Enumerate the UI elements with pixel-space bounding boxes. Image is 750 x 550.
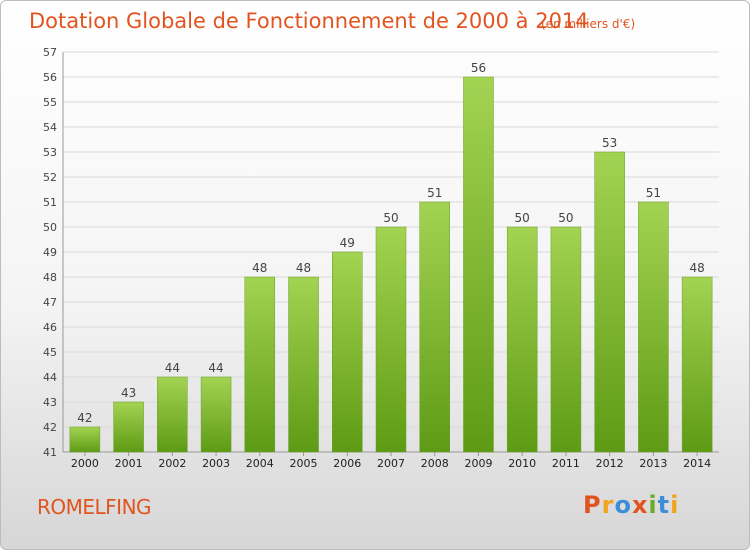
x-tick-label: 2014 xyxy=(683,457,711,470)
y-tick-label: 56 xyxy=(43,71,57,84)
x-tick-label: 2008 xyxy=(421,457,449,470)
bar xyxy=(200,376,232,453)
logo-letter: i xyxy=(648,491,658,519)
chart-unit-label: (en milliers d'€) xyxy=(541,17,636,31)
x-tick-label: 2011 xyxy=(552,457,580,470)
x-tick-label: 2009 xyxy=(464,457,492,470)
bar xyxy=(419,201,450,453)
x-tick-label: 2010 xyxy=(508,457,536,470)
bar xyxy=(681,276,713,453)
y-tick-label: 55 xyxy=(43,96,57,109)
bar xyxy=(288,276,319,453)
x-tick-label: 2005 xyxy=(290,457,318,470)
bar-value-label: 48 xyxy=(689,261,704,275)
y-tick-label: 43 xyxy=(43,396,57,409)
bar-value-label: 51 xyxy=(646,186,661,200)
y-tick-label: 52 xyxy=(43,171,57,184)
chart-title: Dotation Globale de Fonctionnement de 20… xyxy=(29,9,589,33)
bar xyxy=(375,226,407,453)
y-tick-label: 54 xyxy=(43,121,57,134)
logo-letter: t xyxy=(657,491,671,519)
bar xyxy=(594,151,625,453)
bar xyxy=(157,376,188,453)
bar-value-label: 48 xyxy=(296,261,311,275)
bar-value-label: 50 xyxy=(515,211,530,225)
bar-value-label: 44 xyxy=(208,361,223,375)
y-tick-label: 44 xyxy=(43,371,57,384)
bar xyxy=(244,276,276,453)
x-tick-label: 2001 xyxy=(115,457,143,470)
bar xyxy=(332,251,363,453)
y-tick-label: 51 xyxy=(43,196,57,209)
logo-letter: r xyxy=(601,491,615,519)
bar xyxy=(638,201,669,453)
bar xyxy=(69,426,101,453)
x-tick-label: 2006 xyxy=(333,457,361,470)
x-tick-label: 2003 xyxy=(202,457,230,470)
logo-letter: x xyxy=(631,491,649,519)
bar-value-label: 49 xyxy=(340,236,355,250)
bar-value-label: 56 xyxy=(471,61,486,75)
logo-letter: o xyxy=(614,491,632,519)
bar-value-label: 50 xyxy=(383,211,398,225)
bar xyxy=(506,226,538,453)
y-tick-label: 47 xyxy=(43,296,57,309)
y-tick-label: 45 xyxy=(43,346,57,359)
y-tick-label: 48 xyxy=(43,271,57,284)
x-tick-labels: 2000 2001 2002 2003 2004 2005 2006 2007 2008 2009… xyxy=(71,457,711,470)
logo-letter: P xyxy=(583,491,602,519)
bar-value-label: 51 xyxy=(427,186,442,200)
bar xyxy=(550,226,582,453)
y-tick-label: 50 xyxy=(43,221,57,234)
bar xyxy=(463,76,494,453)
y-tick-labels: 41 42 43 44 45 46 47 48 49 50 51 52 53 54 55 56 57 xyxy=(43,46,57,459)
bars xyxy=(69,76,713,453)
y-tick-label: 41 xyxy=(43,446,57,459)
proxiti-logo: Proxiti xyxy=(583,491,679,519)
bar-value-label: 53 xyxy=(602,136,617,150)
bar-value-label: 50 xyxy=(558,211,573,225)
x-tick-label: 2007 xyxy=(377,457,405,470)
bar-value-label: 42 xyxy=(77,411,92,425)
y-tick-label: 46 xyxy=(43,321,57,334)
x-tick-label: 2002 xyxy=(158,457,186,470)
commune-name: ROMELFING xyxy=(37,495,152,519)
logo-letter: i xyxy=(670,491,680,519)
y-tick-label: 42 xyxy=(43,421,57,434)
bar-value-label: 44 xyxy=(165,361,180,375)
y-tick-label: 49 xyxy=(43,246,57,259)
bar-value-labels: 42 43 44 44 48 48 49 50 51 56 50 50 53 51 48 xyxy=(77,61,705,425)
x-tick-label: 2013 xyxy=(639,457,667,470)
x-tick-label: 2004 xyxy=(246,457,274,470)
bar-value-label: 48 xyxy=(252,261,267,275)
x-tick-label: 2012 xyxy=(596,457,624,470)
y-tick-label: 53 xyxy=(43,146,57,159)
y-tick-label: 57 xyxy=(43,46,57,59)
bar-value-label: 43 xyxy=(121,386,136,400)
x-tick-label: 2000 xyxy=(71,457,99,470)
bar xyxy=(113,401,144,453)
